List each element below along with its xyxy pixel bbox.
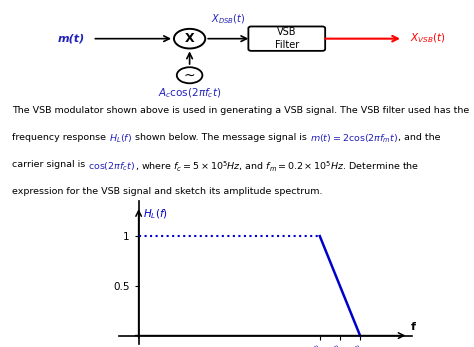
Text: , and the: , and the (398, 133, 440, 142)
Text: $X_{DSB}(t)$: $X_{DSB}(t)$ (211, 12, 246, 26)
Circle shape (177, 67, 202, 83)
Text: VSB
Filter: VSB Filter (274, 27, 299, 50)
Text: $H_L(f)$: $H_L(f)$ (109, 133, 132, 145)
Text: The VSB modulator shown above is used in generating a VSB signal. The VSB filter: The VSB modulator shown above is used in… (12, 106, 469, 115)
Text: $\cos(2\pi f_c t)$: $\cos(2\pi f_c t)$ (88, 160, 136, 172)
Text: expression for the VSB signal and sketch its amplitude spectrum.: expression for the VSB signal and sketch… (12, 187, 322, 196)
Text: shown below. The message signal is: shown below. The message signal is (132, 133, 310, 142)
Text: $A_c\cos(2\pi f_c t)$: $A_c\cos(2\pi f_c t)$ (158, 86, 221, 100)
Text: X: X (185, 32, 194, 45)
Text: $X_{VSB}(t)$: $X_{VSB}(t)$ (410, 32, 446, 45)
FancyBboxPatch shape (248, 26, 325, 51)
Text: , where $f_c = 5\times10^5Hz$, and $f_m = 0.2\times10^5Hz$. Determine the: , where $f_c = 5\times10^5Hz$, and $f_m … (136, 160, 419, 174)
Text: frequency response: frequency response (12, 133, 109, 142)
Text: $H_L(f)$: $H_L(f)$ (144, 207, 168, 221)
Text: m(t): m(t) (57, 34, 85, 44)
Text: $m(t) = 2\cos(2\pi f_m t)$: $m(t) = 2\cos(2\pi f_m t)$ (310, 133, 398, 145)
Text: ~: ~ (184, 68, 195, 82)
Text: f: f (410, 322, 415, 332)
Text: carrier signal is: carrier signal is (12, 160, 88, 169)
Circle shape (174, 29, 205, 49)
